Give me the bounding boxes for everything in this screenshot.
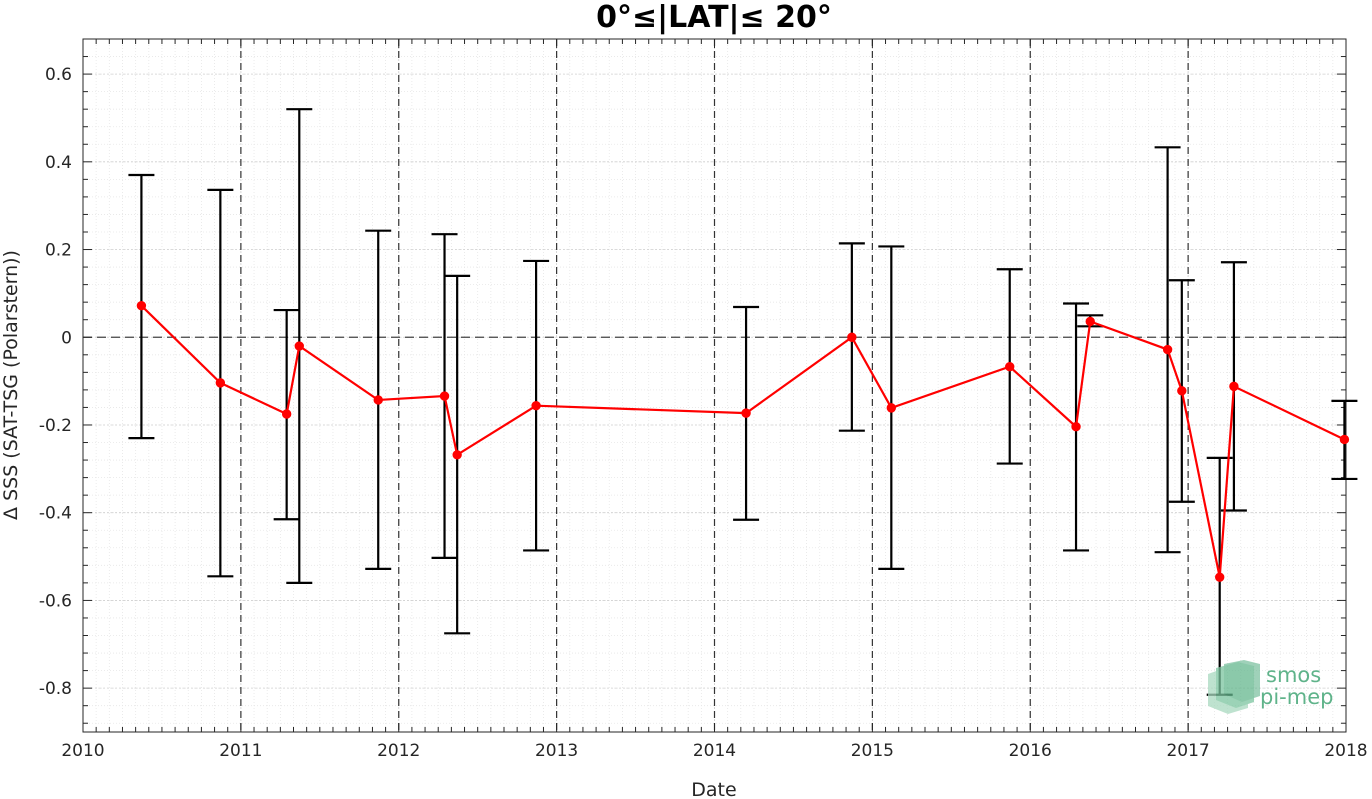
x-tick-label: 2017	[1166, 741, 1209, 761]
data-point	[439, 391, 450, 401]
y-tick-label: 0.2	[45, 241, 72, 261]
x-tick-label: 2018	[1324, 741, 1367, 761]
y-tick-label: 0	[61, 328, 72, 348]
chart-title: 0°≤|LAT|≤ 20°	[596, 0, 832, 35]
x-axis-label: Date	[691, 779, 736, 799]
x-tick-label: 2011	[219, 741, 262, 761]
data-point	[741, 408, 751, 418]
data-points	[136, 300, 1350, 582]
data-point	[1071, 422, 1081, 432]
data-point	[294, 341, 304, 351]
data-point	[1085, 316, 1095, 327]
data-point	[281, 409, 292, 419]
logo-emblem-icon	[1208, 660, 1260, 714]
smos-pi-mep-logo: smos pi-mep	[1208, 660, 1333, 714]
data-point	[531, 400, 541, 411]
data-point	[373, 395, 383, 405]
axis-ticks	[82, 38, 1347, 732]
series-line	[140, 304, 1345, 578]
error-bars	[128, 108, 1358, 696]
y-tick-label: -0.8	[39, 679, 72, 699]
data-point	[136, 300, 147, 311]
x-tick-label: 2015	[851, 741, 894, 761]
data-point	[886, 403, 897, 413]
year-boundary-lines	[240, 39, 1189, 732]
data-point	[1005, 361, 1015, 372]
y-tick-label: -0.4	[39, 504, 72, 524]
data-point	[1215, 572, 1225, 582]
x-tick-label: 2010	[61, 741, 104, 761]
y-tick-label: -0.2	[39, 416, 72, 436]
logo-line-smos: smos	[1266, 663, 1321, 687]
y-tick-label: 0.4	[45, 153, 72, 173]
x-tick-label: 2014	[693, 741, 736, 761]
x-tick-label: 2016	[1009, 741, 1052, 761]
data-point	[1229, 381, 1239, 392]
data-point	[1177, 386, 1187, 396]
data-point	[1162, 344, 1173, 355]
x-tick-label: 2013	[535, 741, 578, 761]
data-point	[847, 332, 857, 342]
y-axis-label: Δ SSS (SAT-TSG (Polarstern))	[0, 250, 22, 520]
x-tick-labels: 2010 2011 2012 2013 2014 2015 2016 2017 2018	[61, 741, 1367, 761]
minor-grid	[82, 38, 1347, 732]
y-tick-label: -0.6	[39, 591, 72, 611]
y-tick-label: 0.6	[45, 65, 72, 85]
data-point	[452, 450, 462, 460]
data-point	[215, 378, 226, 388]
logo-line-pi-mep: pi-mep	[1260, 685, 1333, 709]
x-tick-label: 2012	[377, 741, 420, 761]
y-tick-labels: -0.8 -0.6 -0.4 -0.2 0 0.2 0.4 0.6	[39, 65, 72, 699]
data-point	[1339, 434, 1350, 445]
